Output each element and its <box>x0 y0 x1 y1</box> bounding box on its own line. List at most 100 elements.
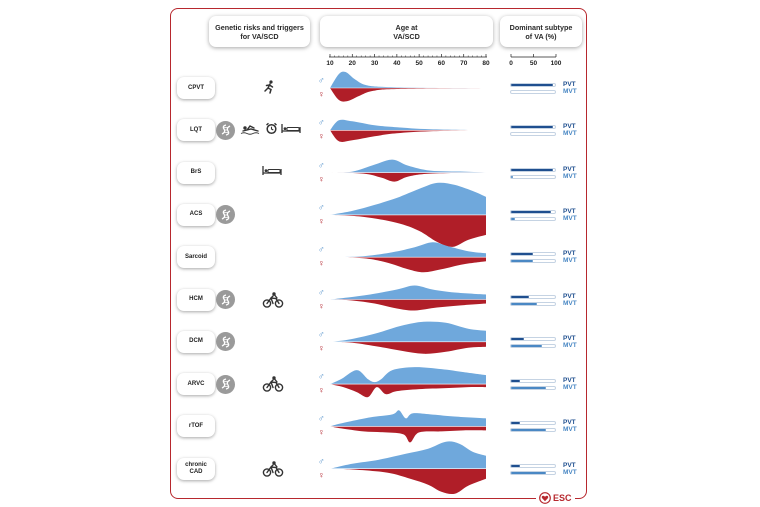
mvt-bar <box>510 343 556 348</box>
cyclist-icon <box>262 376 284 392</box>
condition-label: rTOF <box>177 415 215 438</box>
condition-label-line1: LQT <box>190 126 202 133</box>
condition-label-line1: rTOF <box>188 422 204 429</box>
mvt-bar-fill <box>511 217 515 220</box>
header-genetic-line1: Genetic risks and triggers <box>215 22 304 32</box>
pvt-bar-fill <box>511 253 533 256</box>
condition-label-line2: CAD <box>189 468 203 475</box>
bed-icon <box>281 123 301 134</box>
male-symbol: ♂ <box>318 117 325 128</box>
mvt-bar <box>510 132 556 137</box>
mvt-bar <box>510 470 556 475</box>
mvt-label: MVT <box>563 384 577 392</box>
female-symbol: ♀ <box>318 215 325 226</box>
dna-icon <box>216 374 235 394</box>
pvt-bar <box>510 209 556 214</box>
mvt-bar <box>510 174 556 179</box>
condition-label-line1: CPVT <box>187 84 204 91</box>
mvt-bar <box>510 386 556 391</box>
mvt-label: MVT <box>563 341 577 349</box>
male-symbol: ♂ <box>318 328 325 339</box>
mvt-bar <box>510 90 556 94</box>
pvt-bar-fill <box>511 126 553 129</box>
condition-label-line1: ACS <box>189 211 203 218</box>
mvt-label: MVT <box>563 88 577 95</box>
mvt-bar <box>510 259 556 264</box>
header-age-line1: Age at <box>395 22 418 32</box>
pvt-bar <box>510 336 556 341</box>
pvt-bar-fill <box>511 210 551 213</box>
female-symbol: ♀ <box>318 131 325 142</box>
pvt-bar-fill <box>511 380 520 383</box>
female-symbol: ♀ <box>318 300 325 311</box>
header-subtype-line1: Dominant subtype <box>509 22 573 32</box>
dna-icon <box>216 205 235 225</box>
male-symbol: ♂ <box>318 244 325 255</box>
header-subtype: Dominant subtype of VA (%) <box>500 16 582 47</box>
pvt-label: PVT <box>563 207 576 215</box>
mvt-label: MVT <box>563 130 577 138</box>
cyclist-icon <box>262 291 284 308</box>
male-symbol: ♂ <box>318 371 325 382</box>
condition-label-line1: Sarcoid <box>184 253 207 260</box>
pvt-bar-fill <box>511 464 520 467</box>
esc-logo-text: ESC <box>553 493 572 503</box>
male-symbol: ♂ <box>318 201 325 212</box>
mvt-bar <box>510 216 556 221</box>
mvt-bar <box>510 301 556 306</box>
male-symbol: ♂ <box>318 75 325 85</box>
swimmer-icon <box>240 123 262 135</box>
pvt-bar <box>510 294 556 299</box>
pvt-label: PVT <box>563 165 576 173</box>
pvt-label: PVT <box>563 419 576 427</box>
female-symbol: ♀ <box>318 385 325 396</box>
mvt-label: MVT <box>563 426 577 434</box>
dna-icon <box>216 332 235 352</box>
condition-label: CPVT <box>177 77 215 99</box>
female-symbol: ♀ <box>318 173 325 184</box>
condition-label: LQT <box>177 119 215 142</box>
trigger-icons <box>240 122 301 135</box>
pvt-bar <box>510 167 556 172</box>
female-symbol: ♀ <box>318 469 325 480</box>
pvt-bar-fill <box>511 295 529 298</box>
header-subtype-line2: of VA (%) <box>525 31 557 41</box>
pvt-bar <box>510 252 556 257</box>
mvt-bar-fill <box>511 260 533 263</box>
male-symbol: ♂ <box>318 413 325 424</box>
running-icon <box>262 80 276 94</box>
pvt-bar <box>510 379 556 384</box>
pvt-label: PVT <box>563 461 576 469</box>
pvt-bar <box>510 421 556 426</box>
mvt-label: MVT <box>563 172 577 180</box>
condition-label-line1: chronic <box>185 461 207 468</box>
mvt-label: MVT <box>563 214 577 222</box>
condition-label: DCM <box>177 330 215 353</box>
pvt-label: PVT <box>563 377 576 385</box>
condition-label-line1: HCM <box>189 296 203 302</box>
header-genetic-line2: for VA/SCD <box>240 31 279 41</box>
header-age: Age at VA/SCD <box>320 16 493 47</box>
mvt-bar-fill <box>511 344 542 347</box>
female-symbol: ♀ <box>318 89 325 99</box>
trigger-icons <box>262 291 284 308</box>
condition-label: HCM <box>177 288 215 311</box>
condition-label: ACS <box>177 203 215 226</box>
male-symbol: ♂ <box>318 286 325 297</box>
trigger-icons <box>262 376 284 392</box>
cyclist-icon <box>262 460 284 477</box>
mvt-bar-fill <box>511 429 547 432</box>
condition-label-line1: ARVC <box>187 380 205 387</box>
female-symbol: ♀ <box>318 427 325 438</box>
pvt-bar-fill <box>511 84 553 86</box>
heart-logo-icon <box>539 492 551 504</box>
mvt-bar-fill <box>511 175 514 178</box>
female-symbol: ♀ <box>318 258 325 269</box>
condition-label: chronic CAD <box>177 457 215 480</box>
mvt-bar-fill <box>511 387 547 390</box>
pvt-bar-fill <box>511 168 553 171</box>
mvt-label: MVT <box>563 468 577 476</box>
pvt-label: PVT <box>563 81 576 88</box>
condition-label-line1: DCM <box>189 338 203 345</box>
esc-logo: ESC <box>536 492 575 504</box>
